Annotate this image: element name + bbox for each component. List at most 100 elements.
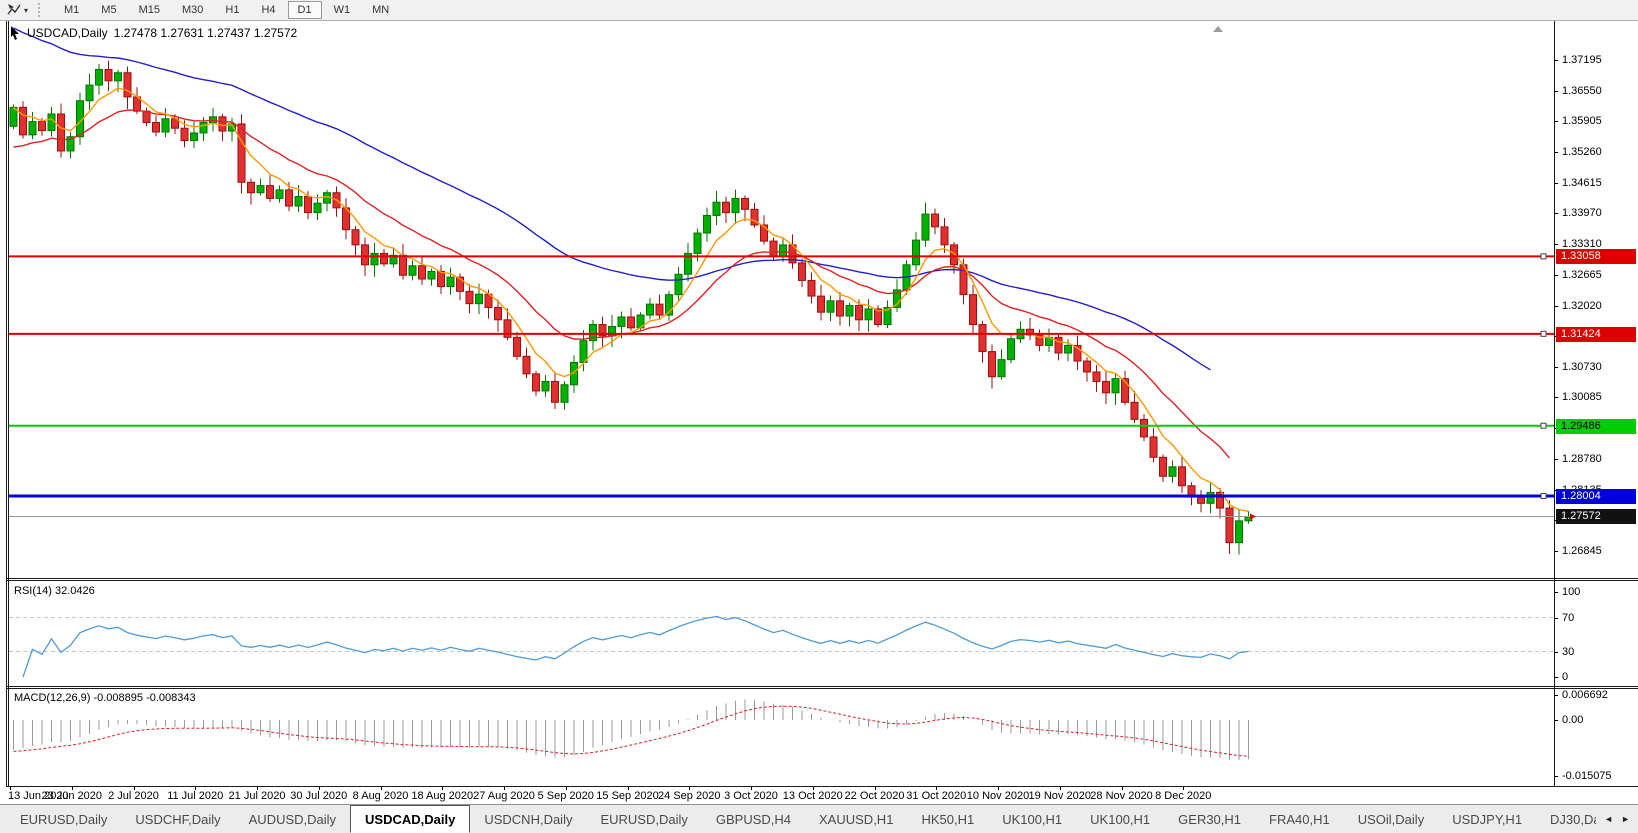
timeframe-h4[interactable]: H4: [261, 4, 276, 16]
tab-gbpusd-h4[interactable]: GBPUSD,H4: [715, 811, 792, 827]
price-tick-mark: [1554, 121, 1558, 123]
line-handle[interactable]: [1540, 493, 1547, 500]
tabs-scroll-right-icon[interactable]: ►: [1621, 814, 1630, 824]
rsi-tick-label: 30: [1562, 645, 1575, 658]
price-tick-label: 1.37195: [1562, 54, 1602, 67]
price-tick-mark: [1554, 213, 1558, 215]
date-label: 15 Sep 2020: [596, 790, 659, 802]
chart-shift-marker[interactable]: [1213, 26, 1223, 32]
tab-uk100-h1[interactable]: UK100,H1: [1002, 811, 1063, 827]
macd-tick-mark: [1554, 776, 1558, 778]
price-tick-label: 1.34615: [1562, 176, 1602, 189]
tabs-scroll-left-icon[interactable]: ◄: [1604, 814, 1614, 824]
current-price-marker: [1250, 513, 1256, 520]
rsi-pane[interactable]: [9, 581, 1554, 685]
price-tick-label: 1.35260: [1562, 145, 1602, 158]
date-label: 24 Sep 2020: [658, 790, 721, 802]
date-label: 31 Oct 2020: [906, 790, 967, 802]
timeframe-m30[interactable]: M30: [181, 4, 204, 16]
date-tick-mark: [380, 787, 382, 790]
tab-eurusd-daily[interactable]: EURUSD,Daily: [20, 811, 108, 827]
date-tick-mark: [689, 787, 691, 790]
line-handle[interactable]: [1540, 422, 1547, 429]
cursor-tool-icon[interactable]: [4, 2, 24, 18]
cursor-tool-glyph: [7, 4, 21, 15]
price-tick-label: 1.33310: [1562, 238, 1602, 251]
tab-audusd-daily[interactable]: AUDUSD,Daily: [248, 811, 337, 827]
chart-symbol-period: USDCAD,Daily: [27, 26, 108, 40]
price-tick-label: 1.26845: [1562, 544, 1602, 557]
level-badge-1.33058: 1.33058: [1556, 249, 1636, 265]
ma-mid-line: [13, 109, 1231, 459]
timeframe-w1[interactable]: W1: [333, 4, 351, 16]
tab-usdchf-daily[interactable]: USDCHF,Daily: [135, 811, 221, 827]
date-label: 30 Jul 2020: [290, 790, 348, 802]
price-scale[interactable]: 1.37195 1.36550 1.35905 1.35260 1.34615 1.339…: [1554, 21, 1638, 786]
date-tick-mark: [1121, 787, 1123, 790]
date-tick-mark: [257, 787, 258, 790]
chart-ohlc-values: 1.27478 1.27631 1.27437 1.27572: [113, 26, 298, 40]
rsi-tick-mark: [1554, 677, 1558, 678]
tab-xauusd-h1[interactable]: XAUUSD,H1: [819, 811, 894, 827]
tab-usdjpy-h1[interactable]: USDJPY,H1: [1452, 811, 1523, 827]
level-badge-1.27572: 1.27572: [1556, 509, 1636, 525]
date-label: 23 Jun 2020: [41, 790, 103, 802]
date-tick-mark: [318, 787, 320, 790]
date-label: 3 Oct 2020: [724, 790, 778, 802]
price-tick-mark: [1554, 60, 1558, 62]
date-label: 19 Nov 2020: [1028, 790, 1091, 802]
tab-hk50-h1[interactable]: HK50,H1: [921, 811, 975, 827]
timeframe-h1[interactable]: H1: [225, 4, 240, 16]
rsi-indicator-label: RSI(14) 32.0426: [14, 585, 95, 597]
line-handle[interactable]: [1540, 330, 1547, 337]
tab-usdcad-daily[interactable]: USDCAD,Daily: [350, 805, 471, 833]
tab-usoil-daily[interactable]: USOil,Daily: [1357, 811, 1425, 827]
timeframe-d1[interactable]: D1: [287, 1, 322, 19]
tab-ger30-h1[interactable]: GER30,H1: [1178, 811, 1242, 827]
price-tick-mark: [1554, 397, 1558, 399]
tab-usdcnh-daily[interactable]: USDCNH,Daily: [484, 811, 573, 827]
macd-histogram: [13, 699, 1249, 761]
date-tick-mark: [504, 787, 505, 790]
tab-fra40-h1[interactable]: FRA40,H1: [1269, 811, 1330, 827]
date-label: 8 Aug 2020: [352, 790, 409, 802]
timeframe-m15[interactable]: M15: [138, 4, 160, 16]
macd-pane[interactable]: [9, 689, 1554, 786]
rsi-tick-label: 70: [1562, 611, 1575, 624]
date-tick-mark: [936, 787, 938, 790]
rsi-line: [22, 615, 1249, 678]
timeframe-m5[interactable]: M5: [101, 4, 117, 16]
level-badge-1.28004: 1.28004: [1556, 489, 1636, 504]
timeframe-m1[interactable]: M1: [64, 4, 80, 16]
time-axis[interactable]: 13 Jun 2020 23 Jun 2020 2 Jul 2020 11 Jul 2…: [0, 787, 1638, 804]
date-label: 18 Aug 2020: [411, 790, 474, 802]
macd-tick-mark: [1554, 720, 1558, 721]
tab-uk100-h1[interactable]: UK100,H1: [1090, 811, 1151, 827]
date-tick-mark: [874, 787, 876, 790]
price-tick-mark: [1554, 244, 1558, 246]
price-pane[interactable]: [9, 22, 1554, 578]
date-label: 28 Nov 2020: [1090, 790, 1153, 802]
tab-dj30-daily[interactable]: DJ30,Daily: [1550, 811, 1596, 827]
date-tick-mark: [812, 787, 814, 790]
date-label: 22 Oct 2020: [844, 790, 905, 802]
timeframe-mn[interactable]: MN: [372, 4, 390, 16]
chart-title: USDCAD,Daily 1.27478 1.27631 1.27437 1.2…: [10, 26, 297, 40]
chart-bottom-border: [6, 786, 1638, 787]
line-handle[interactable]: [1540, 253, 1547, 260]
level-badge-1.29486: 1.29486: [1556, 418, 1636, 434]
chart-tab-bar: EURUSD,Daily USDCHF,Daily AUDUSD,Daily USDC…: [0, 804, 1638, 833]
chart-tabs: EURUSD,Daily USDCHF,Daily AUDUSD,Daily USDC…: [0, 805, 1596, 833]
date-label: 27 Aug 2020: [473, 790, 535, 802]
date-tick-mark: [442, 787, 444, 790]
macd-tick-label: 0.00: [1562, 714, 1584, 726]
toolbar-dropdown-caret-icon[interactable]: ▾: [24, 5, 29, 15]
pane-divider: [6, 686, 1638, 687]
date-tick-mark: [195, 787, 197, 790]
rsi-tick-mark: [1554, 592, 1558, 593]
toolbar-grip[interactable]: [38, 3, 45, 17]
tab-eurusd-daily[interactable]: EURUSD,Daily: [600, 811, 688, 827]
window-left-border: [6, 21, 7, 786]
rsi-tick-mark: [1554, 617, 1558, 619]
price-tick-label: 1.32020: [1562, 299, 1602, 312]
